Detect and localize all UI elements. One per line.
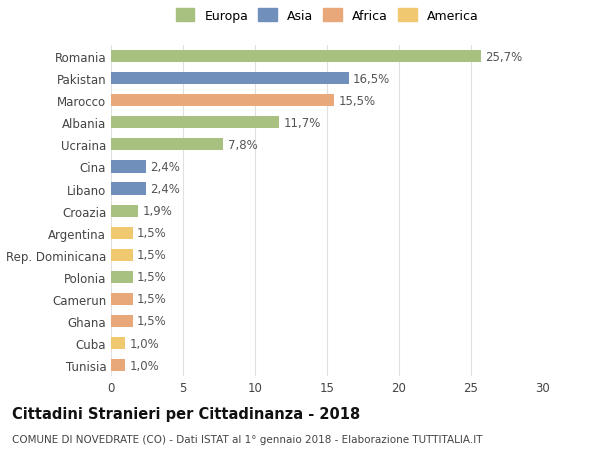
Bar	[111, 117, 280, 129]
Text: 16,5%: 16,5%	[353, 73, 390, 85]
Bar	[111, 51, 481, 63]
Bar	[111, 227, 133, 239]
Text: 15,5%: 15,5%	[338, 95, 376, 107]
Bar	[111, 337, 125, 349]
Text: 1,5%: 1,5%	[137, 293, 167, 306]
Text: 1,0%: 1,0%	[130, 337, 160, 350]
Text: 1,0%: 1,0%	[130, 359, 160, 372]
Bar	[111, 293, 133, 305]
Bar	[111, 73, 349, 85]
Text: 25,7%: 25,7%	[485, 50, 523, 63]
Text: 2,4%: 2,4%	[150, 183, 180, 196]
Text: 7,8%: 7,8%	[227, 139, 257, 151]
Bar	[111, 315, 133, 327]
Legend: Europa, Asia, Africa, America: Europa, Asia, Africa, America	[172, 6, 482, 27]
Text: Cittadini Stranieri per Cittadinanza - 2018: Cittadini Stranieri per Cittadinanza - 2…	[12, 406, 360, 421]
Bar	[111, 205, 139, 217]
Text: 1,5%: 1,5%	[137, 227, 167, 240]
Text: 1,5%: 1,5%	[137, 249, 167, 262]
Text: COMUNE DI NOVEDRATE (CO) - Dati ISTAT al 1° gennaio 2018 - Elaborazione TUTTITAL: COMUNE DI NOVEDRATE (CO) - Dati ISTAT al…	[12, 434, 482, 444]
Bar	[111, 95, 334, 107]
Text: 2,4%: 2,4%	[150, 161, 180, 174]
Bar	[111, 161, 146, 173]
Bar	[111, 271, 133, 283]
Bar	[111, 249, 133, 261]
Text: 1,9%: 1,9%	[143, 205, 173, 218]
Text: 1,5%: 1,5%	[137, 315, 167, 328]
Bar	[111, 139, 223, 151]
Text: 11,7%: 11,7%	[284, 117, 321, 129]
Bar	[111, 359, 125, 371]
Bar	[111, 183, 146, 195]
Text: 1,5%: 1,5%	[137, 271, 167, 284]
